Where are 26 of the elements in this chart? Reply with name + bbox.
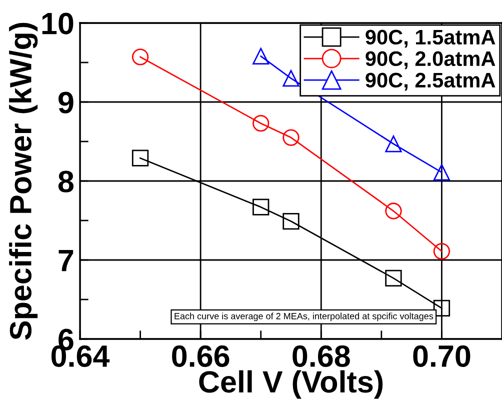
y-tick-label: 10 xyxy=(42,12,74,34)
x-axis-title: Cell V (Volts) xyxy=(199,370,383,399)
y-tick-label: 7 xyxy=(58,250,74,272)
point xyxy=(282,212,300,230)
point xyxy=(132,48,149,66)
point xyxy=(282,129,300,146)
point xyxy=(385,270,402,287)
x-tick-label: 0.66 xyxy=(172,345,230,367)
text: 0.70 xyxy=(413,345,470,367)
annotation: Each curve is average of 2 MEAs, interpolated at spcific voltages xyxy=(174,312,434,322)
point xyxy=(252,198,270,216)
point xyxy=(433,164,450,181)
point xyxy=(282,70,300,87)
x-tick-label: 0.68 xyxy=(292,345,350,367)
legend-label: 90C, 2.0atmA xyxy=(366,51,496,70)
legend-label: 90C, 1.5atmA xyxy=(366,30,496,48)
y-tick-label: 8 xyxy=(58,170,74,192)
point xyxy=(132,150,149,166)
y-tick-label: 9 xyxy=(58,92,74,114)
point xyxy=(433,242,450,260)
point xyxy=(252,48,270,65)
legend-label: 90C, 2.5atmA xyxy=(366,72,496,91)
point xyxy=(252,114,270,132)
point xyxy=(385,202,402,220)
point xyxy=(385,136,402,152)
y-axis-title: Specific Power (kW/g) xyxy=(9,22,38,340)
